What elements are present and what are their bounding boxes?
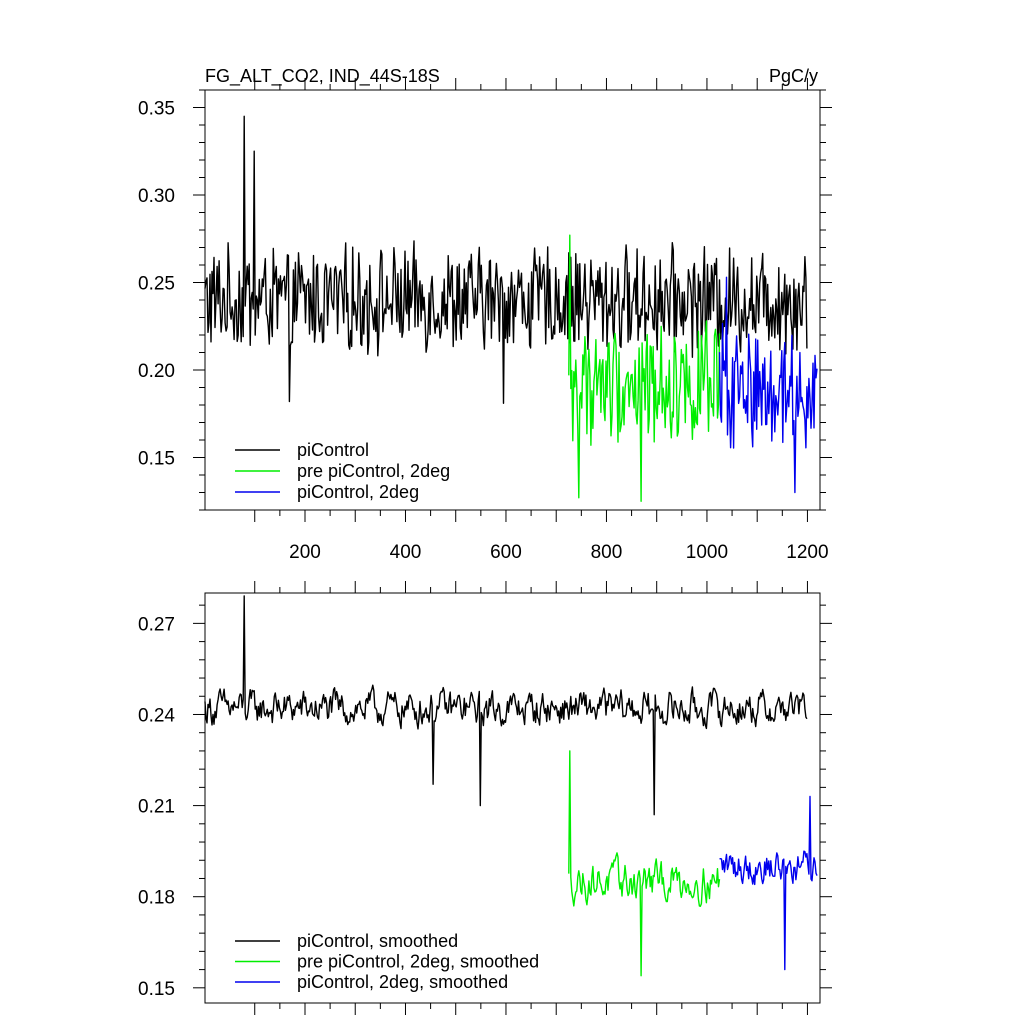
y-tick-label: 0.18: [138, 888, 175, 909]
units-label: PgC/y: [769, 66, 818, 86]
series-line: [568, 234, 721, 502]
y-tick-label: 0.21: [138, 797, 175, 818]
y-tick-label: 0.35: [138, 99, 175, 120]
top-series-lines: [204, 115, 818, 502]
bottom-y-tick-labels: 0.15 0.18 0.21 0.24 0.27: [138, 614, 175, 999]
x-tick-label: 200: [289, 542, 321, 563]
series-line: [568, 750, 721, 977]
legend-label: piControl, smoothed: [297, 931, 458, 951]
x-tick-label: 800: [591, 542, 623, 563]
bottom-series-lines: [204, 595, 818, 977]
x-tick-label: 1200: [786, 542, 828, 563]
x-tick-label: 1000: [686, 542, 728, 563]
y-tick-label: 0.27: [138, 614, 175, 635]
y-tick-label: 0.15: [138, 449, 175, 470]
top-panel: FG_ALT_CO2, IND_44S-18S PgC/y 0.150.200.…: [138, 66, 832, 563]
y-tick-label: 0.25: [138, 274, 175, 295]
top-y-tick-labels: 0.15 0.20 0.25 0.30 0.35: [138, 99, 175, 470]
top-axes-ticks: [193, 78, 832, 522]
series-line: [204, 595, 808, 816]
legend-label: piControl: [297, 440, 369, 460]
y-tick-label: 0.30: [138, 186, 175, 207]
legend-label: piControl, 2deg, smoothed: [297, 972, 508, 992]
chart-title: FG_ALT_CO2, IND_44S-18S: [205, 66, 440, 87]
x-tick-label: 400: [390, 542, 422, 563]
series-line: [719, 795, 818, 971]
y-tick-label: 0.20: [138, 361, 175, 382]
top-x-tick-labels: 200 400 600 800 1000 1200: [289, 542, 828, 563]
legend-label: piControl, 2deg: [297, 482, 419, 502]
bottom-plot-frame: [204, 592, 821, 1004]
y-tick-label: 0.15: [138, 979, 175, 1000]
legend-label: pre piControl, 2deg: [297, 461, 450, 481]
legend-label: pre piControl, 2deg, smoothed: [297, 952, 539, 972]
y-tick-label: 0.24: [138, 705, 175, 726]
x-tick-label: 600: [490, 542, 522, 563]
top-plot-frame: [204, 89, 821, 511]
series-line: [718, 276, 818, 494]
bottom-panel: 0.15 0.18 0.21 0.24 0.27 piControl, smoothed…: [138, 581, 832, 1015]
bottom-axes-ticks: [193, 581, 832, 1015]
